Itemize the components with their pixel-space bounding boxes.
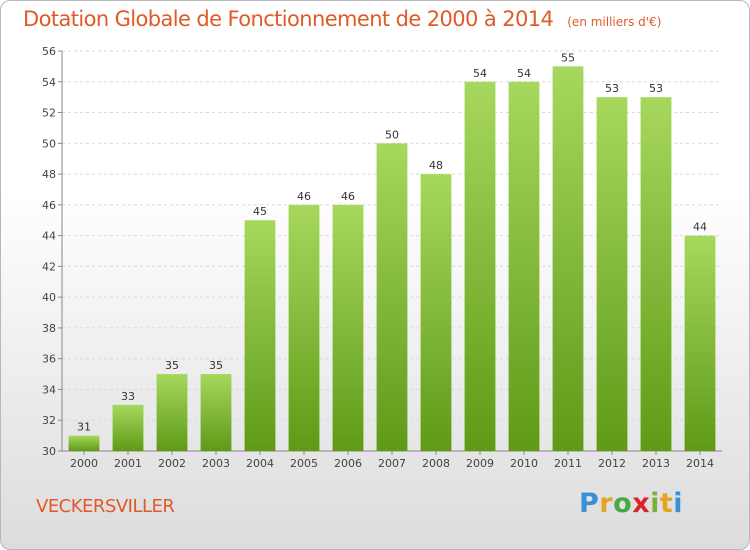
chart-unit: (en milliers d'€) [567,15,662,29]
data-label-2009: 54 [473,67,487,80]
chart-title: Dotation Globale de Fonctionnement de 20… [23,7,662,31]
x-tick-label-2007: 2007 [378,457,406,470]
data-label-2010: 54 [517,67,531,80]
bar-2010 [508,81,540,452]
x-tick-label-2005: 2005 [290,457,318,470]
y-tick-label: 46 [42,199,56,212]
y-tick-label: 56 [42,45,56,58]
x-tick-label-2008: 2008 [422,457,450,470]
x-tick-label-2014: 2014 [686,457,714,470]
x-tick-label-2000: 2000 [70,457,98,470]
bar-2006 [332,204,364,451]
y-tick-label: 50 [42,137,56,150]
bar-2013 [640,97,672,452]
bars [68,66,716,452]
proxiti-logo: Proxiti [579,488,684,519]
data-label-2006: 46 [341,190,355,203]
y-tick-label: 32 [42,414,56,427]
data-label-2002: 35 [165,359,179,372]
y-tick-label: 38 [42,322,56,335]
x-tick-label-2004: 2004 [246,457,274,470]
bar-2000 [68,435,100,451]
y-tick-label: 44 [42,230,56,243]
bar-2004 [244,220,276,451]
bar-2009 [464,81,496,452]
y-tick-label: 54 [42,76,56,89]
bar-2002 [156,374,188,451]
x-tick-label-2006: 2006 [334,457,362,470]
data-label-2013: 53 [649,82,663,95]
data-label-2012: 53 [605,82,619,95]
data-label-2005: 46 [297,190,311,203]
y-tick-label: 52 [42,107,56,120]
bar-2014 [684,235,716,451]
y-tick-label: 36 [42,353,56,366]
x-tick-label-2002: 2002 [158,457,186,470]
y-tick-label: 40 [42,291,56,304]
x-tick-label-2003: 2003 [202,457,230,470]
bar-2005 [288,204,320,451]
bar-2011 [552,66,584,451]
data-label-2014: 44 [693,221,707,234]
labels: 30 32 34 36 38 40 42 44 46 48 50 52 54 56 31 2000 33 2001… [42,45,714,470]
commune-name: VECKERSVILLER [36,496,175,517]
x-tick-label-2013: 2013 [642,457,670,470]
data-label-2000: 31 [77,421,91,434]
bar-2003 [200,374,232,451]
data-label-2003: 35 [209,359,223,372]
x-tick-label-2010: 2010 [510,457,538,470]
y-tick-label: 30 [42,445,56,458]
bar-2007 [376,143,408,452]
data-label-2011: 55 [561,51,575,64]
x-tick-label-2012: 2012 [598,457,626,470]
bar-2008 [420,174,452,452]
x-tick-label-2011: 2011 [554,457,582,470]
y-tick-label: 34 [42,383,56,396]
y-tick-label: 42 [42,260,56,273]
data-label-2007: 50 [385,128,399,141]
data-label-2008: 48 [429,159,443,172]
x-tick-label-2001: 2001 [114,457,142,470]
data-label-2004: 45 [253,205,267,218]
data-label-2001: 33 [121,390,135,403]
x-tick-label-2009: 2009 [466,457,494,470]
bar-2012 [596,97,628,452]
bar-2001 [112,404,144,451]
y-tick-label: 48 [42,168,56,181]
